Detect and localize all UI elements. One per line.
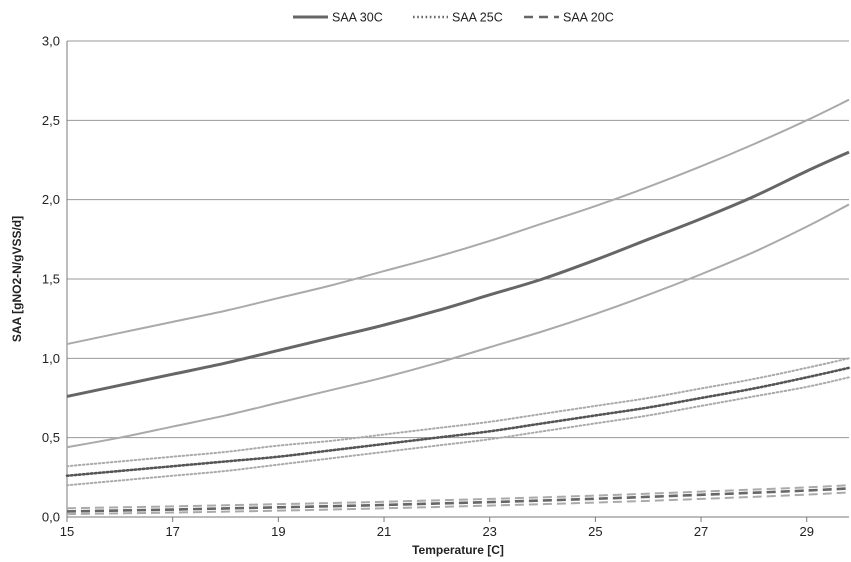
y-tick-label: 1,5 — [42, 272, 60, 287]
legend: SAA 30C SAA 25C SAA 20C — [293, 11, 614, 25]
x-tick-label: 15 — [60, 524, 74, 539]
band-line-saa-25c — [66, 357, 850, 468]
x-tick-label: 23 — [482, 524, 496, 539]
x-tick-label: 19 — [271, 524, 285, 539]
axes — [66, 41, 849, 522]
y-tick-label: 0,0 — [42, 510, 60, 525]
series-line-saa-30c — [66, 150, 850, 398]
series-line-saa-20c — [66, 487, 850, 513]
y-tick-label: 2,0 — [42, 192, 60, 207]
y-tick-label: 2,5 — [42, 113, 60, 128]
x-tick-labels: 15 17 19 21 23 25 27 29 — [60, 524, 814, 539]
legend-label: SAA 25C — [452, 11, 503, 25]
band-line-saa-30c — [66, 203, 850, 449]
band-line-saa-20c — [66, 491, 850, 516]
x-tick-label: 27 — [694, 524, 708, 539]
y-axis-title: SAA [gNO2-N/gVSS/d] — [10, 216, 24, 342]
y-tick-label: 3,0 — [42, 34, 60, 49]
x-axis-title: Temperature [C] — [412, 543, 504, 557]
legend-label: SAA 20C — [563, 11, 614, 25]
x-tick-label: 25 — [588, 524, 602, 539]
x-tick-label: 29 — [799, 524, 813, 539]
band-line-saa-30c — [66, 98, 850, 346]
y-tick-label: 0,5 — [42, 430, 60, 445]
gridlines — [67, 40, 849, 439]
y-tick-labels: 0,0 0,5 1,0 1,5 2,0 2,5 3,0 — [42, 34, 60, 525]
x-tick-label: 17 — [165, 524, 179, 539]
x-tick-label: 21 — [377, 524, 391, 539]
y-tick-label: 1,0 — [42, 351, 60, 366]
band-line-saa-20c — [66, 484, 850, 510]
series-lines — [65, 98, 851, 516]
legend-label: SAA 30C — [332, 11, 383, 25]
band-line-saa-25c — [66, 376, 850, 487]
series-line-saa-25c — [65, 366, 851, 478]
